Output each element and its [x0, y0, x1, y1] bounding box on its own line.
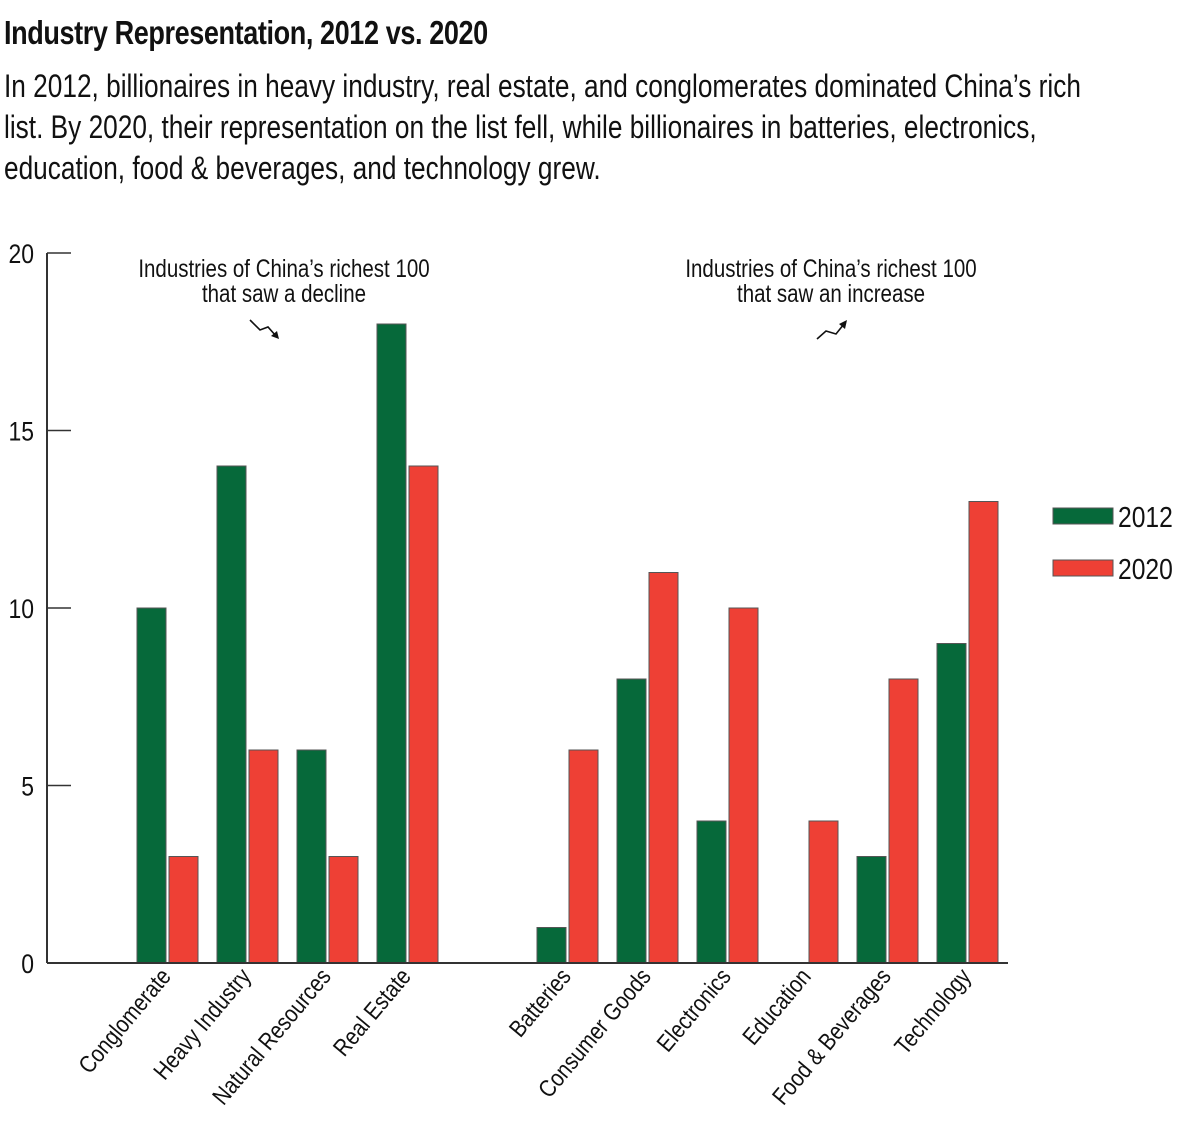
bar-2020-real-estate	[408, 465, 439, 964]
legend-label: 2020	[1118, 553, 1173, 585]
bar-2020-consumer-goods	[648, 572, 679, 964]
group-annotation-line: that saw an increase	[737, 279, 925, 307]
subtitle-line: In 2012, billionaires in heavy industry,…	[4, 68, 1081, 104]
subtitle-line: list. By 2020, their representation on t…	[4, 109, 1037, 145]
bar-2012-electronics	[696, 820, 727, 964]
bar-2020-natural-resources	[328, 856, 359, 964]
bar-2012-technology	[936, 643, 967, 964]
y-tick-label: 10	[8, 594, 34, 624]
y-tick-label: 5	[21, 772, 34, 802]
y-tick-label: 20	[8, 239, 34, 269]
x-tick-label: Electronics	[651, 963, 736, 1057]
decline-arrow-path	[249, 319, 277, 337]
legend-swatch-2020	[1052, 559, 1114, 577]
increase-arrow-icon	[816, 320, 847, 340]
y-axis: 0 5 10 15 20	[8, 239, 71, 979]
group-annotation-line: that saw a decline	[202, 279, 366, 307]
bar-2012-conglomerate	[136, 607, 167, 964]
bar-2012-natural-resources	[296, 749, 327, 964]
decline-arrow-icon	[249, 319, 279, 339]
bar-2020-batteries	[568, 749, 599, 964]
bar-2012-food-beverages	[856, 856, 887, 964]
chart-title: Industry Representation, 2012 vs. 2020	[4, 14, 488, 51]
y-tick-label: 15	[8, 417, 34, 447]
x-tick-label: Technology	[889, 963, 976, 1060]
bar-2012-heavy-industry	[216, 465, 247, 964]
x-tick-label: Batteries	[504, 963, 576, 1042]
legend-label: 2012	[1118, 501, 1173, 533]
x-tick-label: Real Estate	[328, 963, 416, 1061]
bar-2020-conglomerate	[168, 856, 199, 964]
x-tick-label: Education	[737, 963, 816, 1050]
bar-2020-food-beverages	[888, 678, 919, 964]
y-tick-label: 0	[21, 949, 34, 979]
legend-swatch-2012	[1052, 507, 1114, 525]
bar-2012-batteries	[536, 927, 567, 964]
subtitle-line: education, food & beverages, and technol…	[4, 150, 601, 186]
increase-arrow-path	[816, 323, 845, 340]
legend: 2012 2020	[1052, 501, 1173, 585]
increase-arrow-head	[839, 320, 847, 329]
bar-2020-technology	[968, 501, 999, 964]
bars	[136, 323, 999, 964]
bar-2012-consumer-goods	[616, 678, 647, 964]
group-annotation-line: Industries of China’s richest 100	[138, 254, 429, 282]
bar-2020-education	[808, 820, 839, 964]
bar-2020-electronics	[728, 607, 759, 964]
bar-2020-heavy-industry	[248, 749, 279, 964]
group-annotation-line: Industries of China’s richest 100	[685, 254, 976, 282]
chart-subtitle: In 2012, billionaires in heavy industry,…	[4, 66, 1185, 189]
decline-arrow-head	[271, 331, 279, 339]
bar-2012-real-estate	[376, 323, 407, 964]
